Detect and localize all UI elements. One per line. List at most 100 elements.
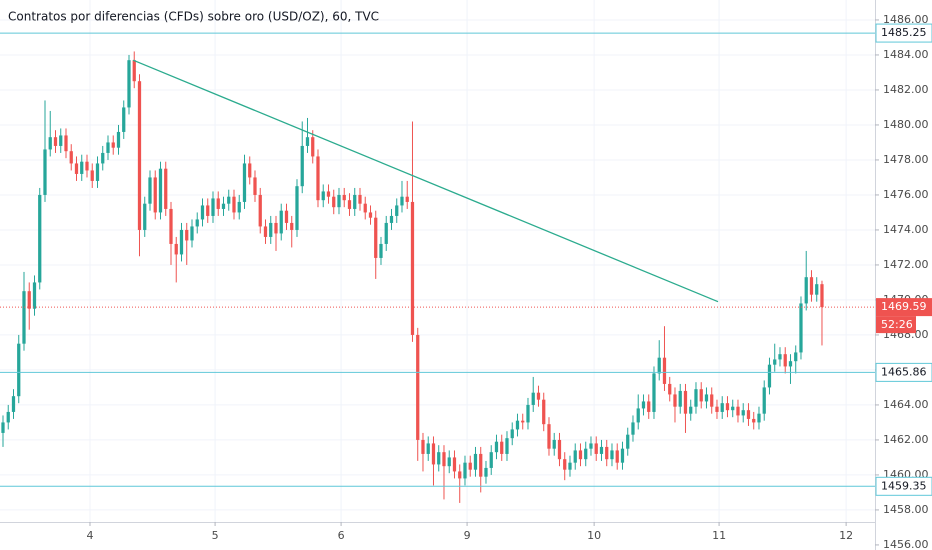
candle-body (101, 152, 105, 164)
candle-body (11, 396, 16, 412)
candle-body (95, 163, 100, 181)
countdown-box (876, 316, 916, 334)
candle-body (557, 439, 562, 460)
candle-body (216, 198, 220, 209)
candle-body (720, 403, 724, 412)
candle-body (395, 205, 399, 216)
candle-body (710, 394, 714, 407)
candle-body (74, 163, 79, 174)
candle-body (148, 177, 152, 204)
candle-body (437, 452, 441, 465)
candle-body (185, 229, 189, 241)
candle-body (484, 467, 488, 477)
candle-body (468, 462, 472, 470)
candle-body (699, 389, 703, 402)
candle-body (248, 163, 252, 178)
candle-body (715, 406, 719, 412)
candle-body (473, 453, 478, 470)
candle-body (662, 357, 667, 384)
candle-body (573, 450, 577, 463)
trend-line (132, 59, 719, 303)
y-tick-label: 1474.00 (883, 223, 929, 236)
candle-body (778, 354, 782, 360)
candle-body (694, 389, 698, 407)
candle-body (69, 151, 73, 164)
last-price-box (876, 298, 932, 317)
candle-body (127, 60, 131, 108)
candle-body (342, 194, 346, 201)
candle-body (64, 135, 68, 152)
candle-body (594, 443, 598, 454)
candle-body (657, 357, 661, 374)
candle-body (221, 203, 226, 209)
candle-body (636, 408, 640, 423)
candle-body (85, 161, 89, 171)
candle-body (489, 452, 493, 468)
candle-body (610, 450, 614, 460)
candle-body (725, 403, 730, 411)
last-price-label: 1469.59 (881, 300, 927, 313)
plot-area (0, 32, 875, 503)
candle-body (43, 149, 47, 195)
candle-body (80, 161, 84, 174)
candle-body (757, 413, 761, 423)
candle-body (668, 383, 672, 395)
candle-body (494, 441, 499, 453)
candle-body (368, 212, 373, 218)
candle-body (578, 450, 583, 460)
candle-body (363, 203, 367, 213)
y-tick-label: 1480.00 (883, 118, 929, 131)
candle-body (347, 200, 352, 209)
candle-body (174, 243, 178, 255)
candle-body (379, 243, 383, 258)
candle-body (53, 137, 58, 146)
candle-body (458, 471, 462, 479)
candle-body (820, 284, 824, 308)
price-label-box (875, 362, 932, 382)
candle-body (510, 429, 514, 439)
candle-body (615, 450, 619, 463)
candle-body (678, 390, 682, 407)
candle-body (547, 424, 551, 449)
candle-body (59, 135, 63, 146)
candle-body (48, 137, 52, 150)
candle-body (353, 194, 357, 209)
candle-body (27, 291, 31, 309)
candle-body (416, 334, 420, 440)
x-tick-label: 5 (212, 529, 219, 542)
candle-body (90, 170, 94, 181)
price-label: 1459.35 (881, 479, 927, 492)
candle-body (300, 145, 304, 187)
candle-body (116, 131, 121, 148)
candle-body (405, 196, 409, 202)
candle-body (552, 439, 556, 449)
y-tick-label: 1478.00 (883, 153, 929, 166)
y-tick-label: 1456.00 (883, 538, 929, 550)
candle-body (736, 406, 740, 416)
candle-body (111, 142, 115, 148)
candle-body (290, 222, 294, 230)
candle-body (400, 196, 404, 206)
candle-body (563, 459, 567, 470)
candle-body (17, 343, 21, 397)
x-tick-label: 6 (338, 529, 345, 542)
candle-body (752, 418, 756, 423)
candle-body (584, 448, 588, 460)
grid (0, 0, 875, 522)
candle-body (374, 217, 378, 258)
candle-body (689, 406, 693, 414)
y-tick-label: 1482.00 (883, 83, 929, 96)
y-tick-label: 1476.00 (883, 188, 929, 201)
candle-body (32, 282, 37, 309)
candle-body (164, 168, 168, 209)
y-tick-label: 1486.00 (883, 13, 929, 26)
candle-body (132, 60, 136, 82)
candle-body (788, 361, 793, 367)
candle-body (195, 219, 199, 227)
candle-body (232, 196, 236, 213)
candle-body (605, 446, 609, 460)
candle-body (536, 392, 541, 400)
candle-body (442, 452, 446, 467)
candle-body (426, 443, 430, 454)
